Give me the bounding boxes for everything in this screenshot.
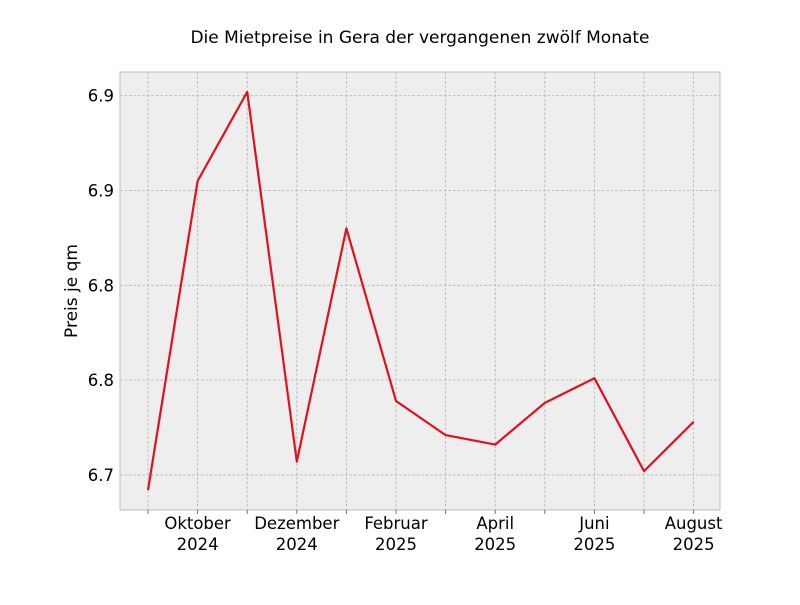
x-tick-label: Juni bbox=[578, 514, 609, 533]
x-tick-label: April bbox=[476, 514, 514, 533]
chart-title: Die Mietpreise in Gera der vergangenen z… bbox=[190, 28, 649, 48]
x-tick-label: 2024 bbox=[177, 535, 219, 554]
y-tick-label: 6.8 bbox=[88, 276, 114, 295]
y-axis-label: Preis je qm bbox=[62, 244, 82, 338]
x-tick-label: 2025 bbox=[474, 535, 516, 554]
x-tick-label: Februar bbox=[364, 514, 428, 533]
x-tick-label: 2024 bbox=[276, 535, 318, 554]
x-tick-label: Oktober bbox=[164, 514, 231, 533]
x-tick-label: 2025 bbox=[375, 535, 417, 554]
y-tick-label: 6.9 bbox=[88, 87, 114, 106]
x-tick-label: 2025 bbox=[573, 535, 615, 554]
y-tick-label: 6.8 bbox=[88, 371, 114, 390]
x-tick-label: Dezember bbox=[254, 514, 339, 533]
y-tick-label: 6.7 bbox=[88, 466, 114, 485]
x-tick-label: August bbox=[665, 514, 723, 533]
x-tick-label: 2025 bbox=[673, 535, 715, 554]
y-tick-label: 6.9 bbox=[88, 182, 114, 201]
